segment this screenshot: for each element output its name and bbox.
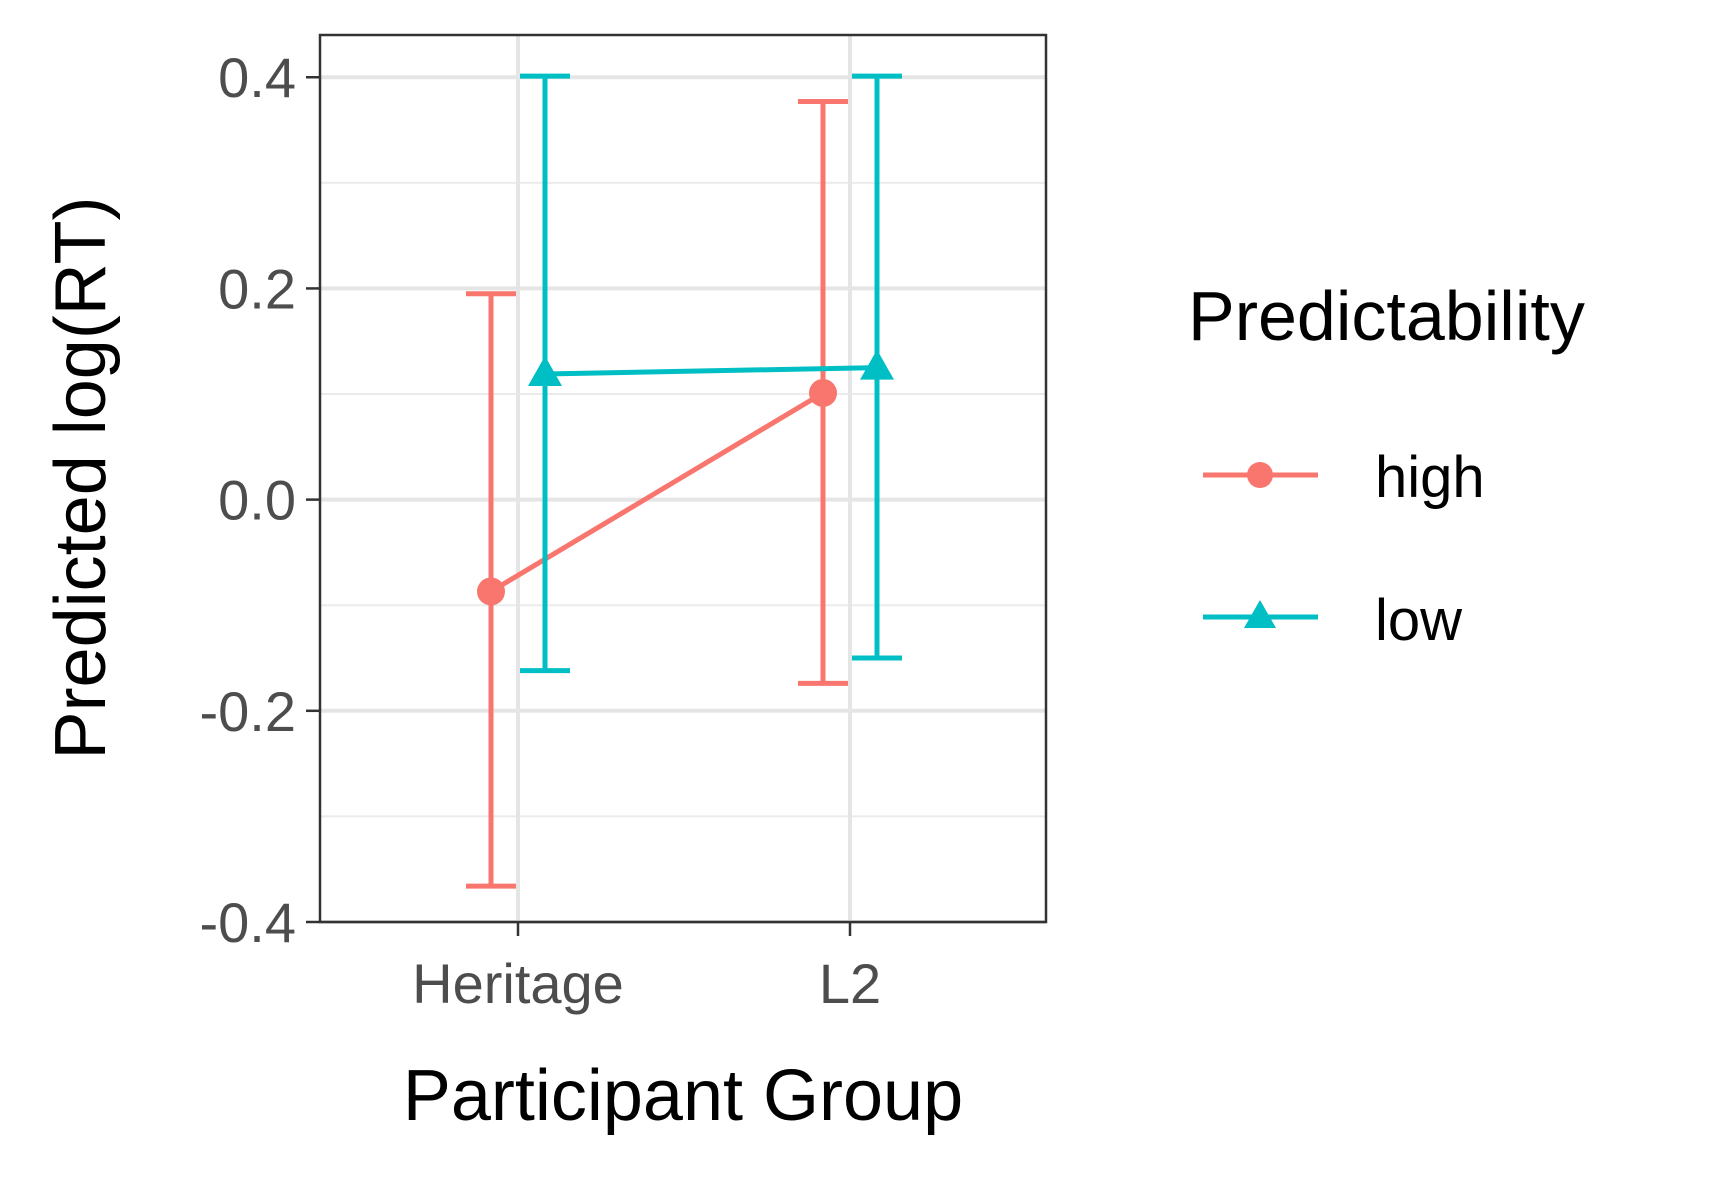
y-tick-label: -0.2 (200, 680, 297, 743)
legend-label-low: low (1375, 588, 1463, 653)
legend: Predictability high low (1188, 277, 1585, 653)
data-point-high (809, 378, 837, 407)
y-axis-title: Predicted log(RT) (41, 197, 121, 760)
legend-key-marker-low (1244, 600, 1276, 628)
panel-border (318, 33, 1048, 924)
legend-key-marker-high (1247, 462, 1273, 488)
legend-label-high: high (1375, 445, 1485, 510)
x-tick-label: L2 (819, 952, 881, 1015)
x-axis-title: Participant Group (403, 1056, 963, 1136)
series-layer (466, 73, 902, 889)
series-line-low (544, 365, 878, 377)
y-tick-label: -0.4 (200, 891, 297, 954)
y-tick-label: 0.4 (218, 46, 296, 109)
y-tick-label: 0.0 (218, 469, 296, 532)
x-tick-label: Heritage (412, 952, 624, 1015)
y-tick-label: 0.2 (218, 257, 296, 320)
legend-title: Predictability (1188, 277, 1585, 355)
data-point-low (860, 349, 894, 380)
legend-keys (1203, 462, 1318, 628)
data-point-low (528, 355, 562, 386)
axes: 0.4 0.2 0.0 -0.2 -0.4 Heritage L2 (200, 46, 882, 1015)
data-point-high (477, 577, 505, 606)
